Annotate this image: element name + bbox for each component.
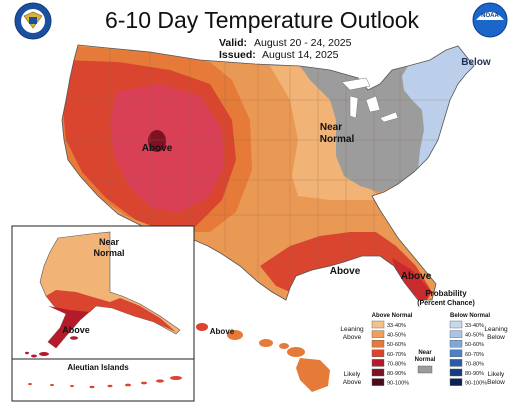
- label-northeast-below: Below: [461, 57, 491, 68]
- legend-title: Probability: [425, 289, 467, 298]
- legend-above-range-6: 80-90%: [387, 371, 406, 377]
- aleutian-inset: Aleutian Islands: [11, 358, 195, 402]
- legend-below-swatch-4: [449, 349, 463, 357]
- legend-likely-above-line1: Likely: [344, 371, 361, 378]
- legend-below-swatch-5: [449, 359, 463, 367]
- alaska-islands: [25, 336, 78, 358]
- legend-likely-below-line2: Below: [487, 379, 505, 386]
- label-alaska-near-line2: Normal: [93, 248, 124, 258]
- valid-label: Valid:: [219, 37, 247, 49]
- legend-above-range-4: 60-70%: [387, 352, 406, 358]
- valid-dates: August 20 - 24, 2025: [254, 37, 352, 49]
- label-florida-above: Above: [401, 271, 432, 282]
- great-lakes: [341, 77, 399, 123]
- legend-near-normal-swatch: [417, 365, 433, 374]
- legend-above-range-7: 90-100%: [387, 381, 409, 387]
- legend-above-header: Above Normal: [372, 313, 413, 319]
- legend-likely-above-line2: Above: [343, 379, 362, 386]
- legend-above-range-2: 40-50%: [387, 333, 406, 339]
- legend-below-range-6: 80-90%: [465, 371, 484, 377]
- legend-below-header: Below Normal: [450, 313, 490, 319]
- legend-below-range-4: 60-70%: [465, 352, 484, 358]
- legend-above-range-5: 70-80%: [387, 361, 406, 367]
- hawaii-inset: Above: [196, 323, 330, 392]
- legend-leaning-above-line1: Leaning: [340, 326, 364, 333]
- legend-subtitle: (Percent Chance): [417, 300, 475, 307]
- legend-above-range-1: 33-40%: [387, 323, 406, 329]
- legend-below-rows: 33-40% 40-50% 50-60% 60-70% 70-80% 80-90% 90-1…: [449, 320, 487, 387]
- legend-near-normal-line1: Near: [418, 350, 432, 356]
- commerce-seal-logo: [14, 2, 52, 40]
- legend-below-range-5: 70-80%: [465, 361, 484, 367]
- legend-above-swatch-4: [371, 349, 385, 357]
- legend-below-swatch-1: [449, 320, 463, 329]
- legend-above-rows: 33-40% 40-50% 50-60% 60-70% 70-80% 80-90% 90-1…: [371, 320, 409, 387]
- legend-above-swatch-3: [371, 340, 385, 348]
- legend-below-range-2: 40-50%: [465, 333, 484, 339]
- issued-label: Issued:: [219, 49, 256, 61]
- legend-likely-below-line1: Likely: [488, 371, 505, 378]
- alaska-inset: Near Normal Above: [11, 225, 195, 360]
- legend-below-range-1: 33-40%: [465, 323, 484, 329]
- legend: Probability (Percent Chance) Above Norma…: [340, 289, 508, 387]
- legend-leaning-above-line2: Above: [343, 334, 362, 341]
- legend-leaning-below-line1: Leaning: [484, 326, 508, 333]
- legend-below-swatch-7: [449, 378, 463, 386]
- label-west-above: Above: [142, 143, 173, 154]
- noaa-logo-text: NOAA: [481, 13, 499, 19]
- legend-below-range-7: 90-100%: [465, 381, 487, 387]
- legend-below-range-3: 50-60%: [465, 342, 484, 348]
- label-near-normal-line2: Normal: [320, 134, 355, 145]
- legend-below-swatch-3: [449, 340, 463, 348]
- legend-above-swatch-2: [371, 330, 385, 338]
- legend-above-swatch-7: [371, 378, 385, 386]
- legend-above-range-3: 50-60%: [387, 342, 406, 348]
- legend-above-swatch-5: [371, 359, 385, 367]
- label-gulf-above: Above: [330, 266, 361, 277]
- legend-above-swatch-6: [371, 368, 385, 377]
- label-hawaii-above: Above: [210, 327, 235, 336]
- label-alaska-near-line1: Near: [99, 237, 120, 247]
- label-alaska-above: Above: [62, 325, 90, 335]
- issued-date: August 14, 2025: [262, 49, 339, 61]
- page-title: 6-10 Day Temperature Outlook: [105, 7, 420, 33]
- conus-outlook: [62, 45, 474, 300]
- legend-below-swatch-6: [449, 368, 463, 377]
- legend-near-normal-line2: Normal: [415, 357, 436, 363]
- legend-below-swatch-2: [449, 330, 463, 338]
- label-near-normal-line1: Near: [320, 122, 342, 133]
- noaa-logo: NOAA: [472, 2, 508, 38]
- label-aleutian-islands: Aleutian Islands: [67, 363, 129, 372]
- legend-above-swatch-1: [371, 320, 385, 329]
- conus-labels: Above Below Near Normal Above Above: [142, 57, 491, 282]
- legend-leaning-below-line2: Below: [487, 334, 505, 341]
